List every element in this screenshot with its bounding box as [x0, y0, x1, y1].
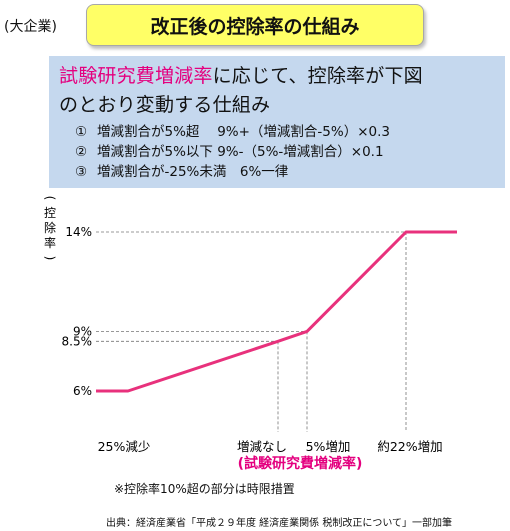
- y-tick-label: 6%: [73, 384, 92, 398]
- y-tick-label: 9%: [73, 324, 92, 338]
- x-axis-title: (試験研究費増減率): [238, 455, 363, 472]
- company-size-label: (大企業): [4, 19, 57, 35]
- y-axis-label: ( 控除率): [43, 196, 57, 261]
- lead-highlight: 試験研究費増減率: [59, 65, 213, 87]
- rule-num: ②: [75, 144, 88, 160]
- y-axis-label-char: (: [43, 196, 57, 201]
- lead-line2: のとおり変動する仕組み: [59, 94, 271, 116]
- series-line: [96, 230, 457, 393]
- rule-text: 増減割合が5%超 9%+（増減割合-5%）×0.3: [97, 124, 391, 140]
- rule-num: ③: [75, 164, 88, 180]
- y-axis-label-char: 控: [44, 206, 56, 220]
- lead-text: 試験研究費増減率に応じて、控除率が下図 のとおり変動する仕組み: [59, 62, 495, 120]
- explanation-box: 試験研究費増減率に応じて、控除率が下図 のとおり変動する仕組み ① 増減割合が5%…: [49, 56, 505, 188]
- rule-list: ① 増減割合が5%超 9%+（増減割合-5%）×0.3 ② 増減割合が5%以下 9%…: [59, 122, 495, 182]
- x-tick-label: 25%減少: [98, 439, 151, 454]
- lead-rest-line1: に応じて、控除率が下図: [212, 65, 423, 87]
- x-tick-label: 増減なし: [237, 439, 287, 454]
- rule-item-2: ② 増減割合が5%以下 9%-（5%-増減割合）×0.1: [75, 142, 495, 162]
- y-tick-label: 14%: [65, 225, 92, 239]
- rule-item-1: ① 増減割合が5%超 9%+（増減割合-5%）×0.3: [75, 122, 495, 142]
- rule-text: 増減割合が5%以下 9%-（5%-増減割合）×0.1: [97, 144, 384, 160]
- rule-item-3: ③ 増減割合が-25%未満 6%一律: [75, 162, 495, 182]
- y-tick-label: 8.5%: [62, 334, 93, 348]
- x-tick-label: 5%増加: [306, 439, 351, 454]
- rule-num: ①: [75, 124, 88, 140]
- y-axis-label-char: 除: [44, 220, 56, 235]
- source-note: 出典：経済産業省「平成２９年度 経済産業関係 税制改正について」一部加筆: [106, 518, 453, 529]
- x-tick-label: 約22%増加: [377, 439, 442, 454]
- y-axis-label-char: ): [43, 256, 57, 261]
- y-axis-label-char: 率: [44, 235, 56, 250]
- page-title: 改正後の控除率の仕組み: [86, 4, 424, 46]
- rule-text: 増減割合が-25%未満 6%一律: [97, 164, 289, 180]
- footnote: ※控除率10%超の部分は時限措置: [114, 482, 295, 496]
